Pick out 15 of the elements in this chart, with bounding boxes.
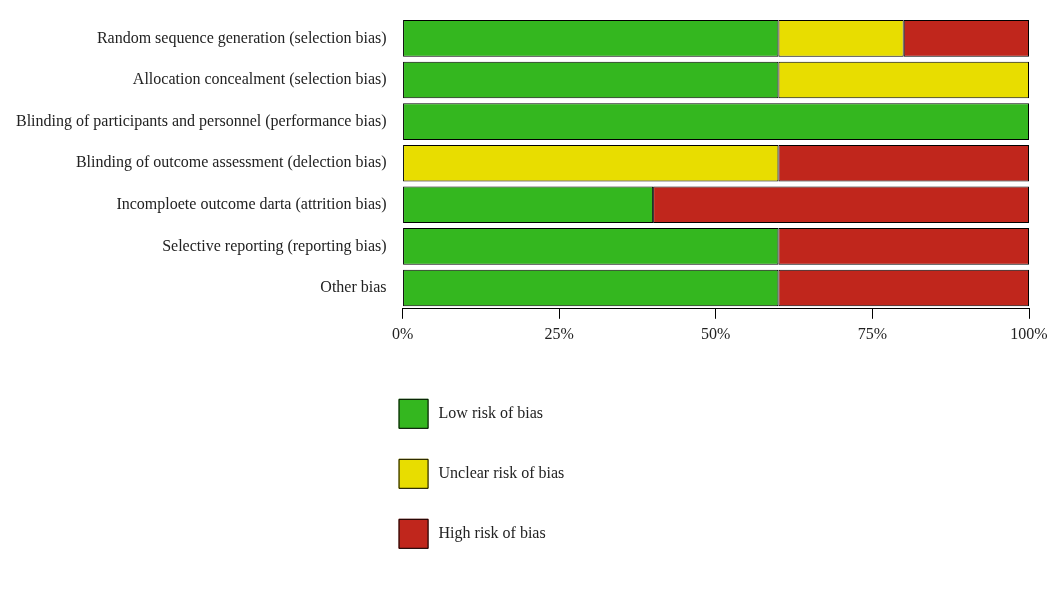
legend-label: High risk of bias bbox=[438, 524, 546, 542]
y-tick-label: Random sequence generation (selection bias) bbox=[96, 28, 387, 47]
y-tick-label: Incomploete outcome darta (attrition bias) bbox=[116, 195, 387, 213]
x-tick-label: 25% bbox=[544, 324, 574, 342]
x-tick-label: 75% bbox=[857, 324, 888, 342]
y-tick-label: Other bias bbox=[320, 278, 387, 296]
legend-label: Unclear risk of bias bbox=[438, 464, 565, 481]
y-tick-label: Blinding of participants and personnel (performance bias) bbox=[16, 111, 387, 130]
x-tick-label: 50% bbox=[701, 324, 731, 342]
y-tick-label: Allocation concealment (selection bias) bbox=[132, 70, 387, 89]
legend-label: Low risk of bias bbox=[438, 404, 543, 421]
x-tick-label: 100% bbox=[1010, 324, 1048, 342]
y-tick-label: Blinding of outcome assessment (delection bias) bbox=[75, 153, 387, 172]
y-tick-label: Selective reporting (reporting bias) bbox=[162, 236, 387, 255]
x-tick-label: 0% bbox=[391, 324, 414, 342]
